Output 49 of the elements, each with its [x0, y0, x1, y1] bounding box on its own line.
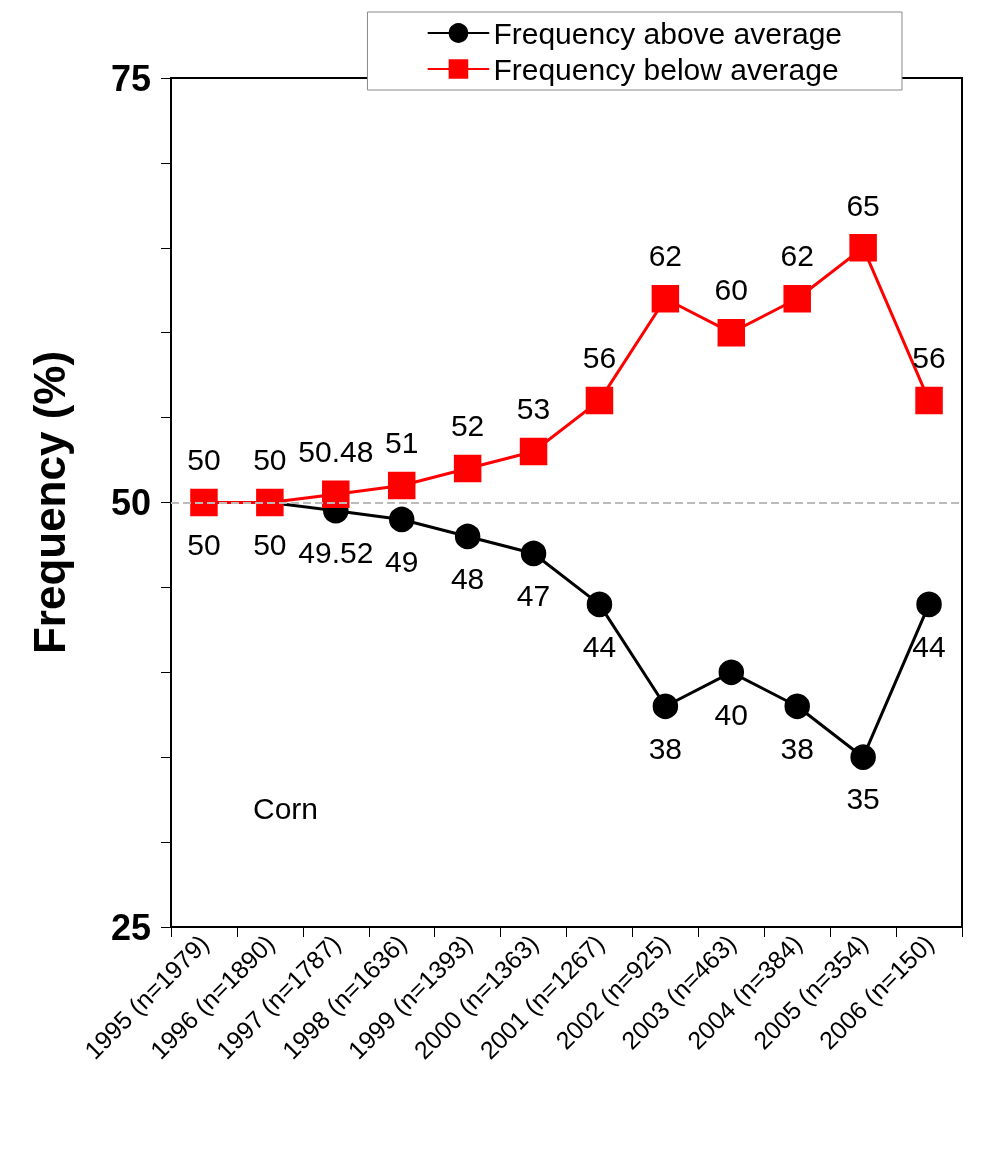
point [519, 437, 548, 466]
annotation: Corn [253, 791, 319, 825]
point [915, 386, 943, 415]
point [322, 480, 350, 509]
legend-label: Frequency above average [493, 16, 842, 50]
point [453, 454, 482, 483]
data-label: 62 [780, 239, 814, 273]
point [849, 234, 877, 262]
data-label: 40 [714, 697, 748, 731]
point [916, 591, 942, 618]
data-label: 53 [516, 392, 551, 426]
legend-label: Frequency below average [493, 52, 839, 86]
data-label: 35 [846, 782, 880, 816]
point [454, 523, 481, 550]
data-label: 38 [780, 731, 814, 765]
data-label: 51 [385, 426, 419, 460]
data-label: 50 [253, 443, 287, 477]
data-label: 56 [912, 341, 946, 375]
point [387, 471, 416, 500]
data-label: 50 [253, 527, 287, 561]
data-label: 52 [450, 409, 485, 443]
point [850, 744, 876, 770]
point [717, 318, 746, 347]
data-label: 50.48 [298, 435, 374, 469]
point [652, 693, 679, 719]
data-label: 44 [582, 629, 617, 663]
point [718, 659, 745, 686]
data-label: 50 [187, 443, 221, 477]
y-tick-label: 50 [110, 482, 151, 523]
point [388, 506, 415, 533]
data-label: 47 [516, 578, 551, 612]
point [784, 693, 810, 719]
point [520, 540, 547, 567]
data-label: 49.52 [298, 535, 374, 569]
point [783, 284, 811, 313]
point [586, 591, 613, 618]
y-tick-label: 75 [110, 57, 151, 99]
data-label: 49 [385, 544, 419, 578]
data-label: 50 [187, 527, 221, 561]
data-label: 38 [648, 731, 683, 765]
point [651, 284, 680, 313]
point [585, 386, 614, 415]
data-label: 62 [648, 239, 683, 273]
y-axis-title: Frequency (%) [24, 350, 74, 655]
data-label: 44 [912, 629, 946, 663]
data-label: 65 [846, 188, 880, 222]
data-label: 60 [714, 273, 748, 307]
data-label: 48 [450, 561, 485, 595]
data-label: 56 [582, 341, 617, 375]
